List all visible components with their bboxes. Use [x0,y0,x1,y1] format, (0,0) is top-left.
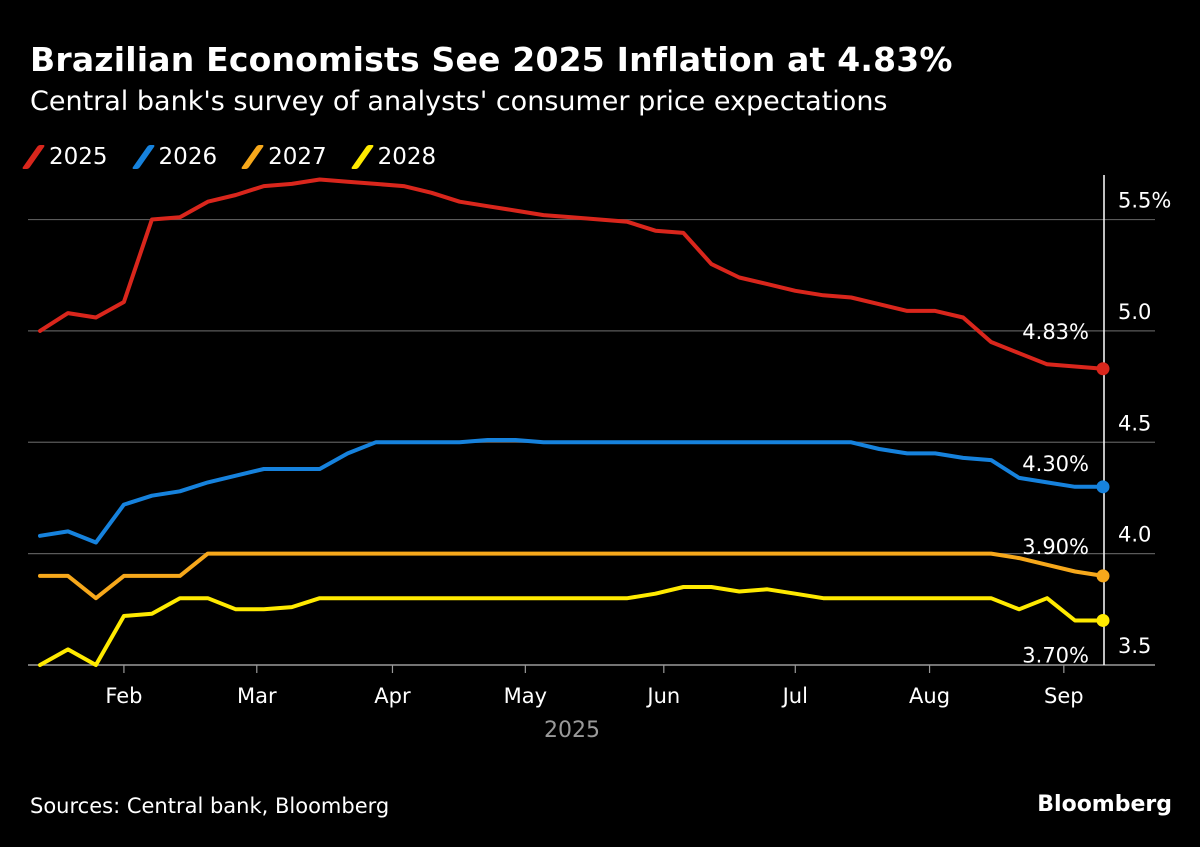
x-tick-label: Feb [105,684,142,708]
series-line-2028 [38,585,1105,667]
end-label-2026: 4.30% [1022,452,1089,476]
x-tick-label: Aug [909,684,950,708]
legend-label-2027: 2027 [268,144,327,170]
legend-item-2025: 2025 [21,144,108,170]
x-tick-label: Jul [781,684,808,708]
end-point-2027 [1096,569,1110,583]
end-point-2025 [1096,362,1110,376]
y-tick-label: 5.0 [1118,300,1151,324]
legend-item-2028: 2028 [350,144,437,170]
series-line-2027 [38,551,1105,601]
bloomberg-logo: Bloomberg [1037,792,1172,817]
legend-label-2028: 2028 [377,144,437,170]
legend-label-2026: 2026 [158,144,218,170]
source-note: Sources: Central bank, Bloomberg [30,794,390,818]
chart-subtitle: Central bank's survey of analysts' consu… [30,86,888,117]
series-line-2025 [38,177,1105,371]
end-point-2028 [1096,613,1110,627]
x-tick-label: May [504,684,547,708]
end-label-2028: 3.70% [1022,643,1089,667]
x-tick-label: Sep [1044,684,1084,708]
series-line-2026 [38,438,1105,545]
legend: 2025 2026 2027 2028 [21,144,437,170]
x-tick-label: Jun [645,684,680,708]
end-label-2027: 3.90% [1022,535,1089,559]
y-tick-label: 4.5 [1118,411,1151,435]
x-tick-label: Apr [374,684,411,708]
y-tick-label: 4.0 [1118,523,1151,547]
end-label-2025: 4.83% [1022,320,1089,344]
legend-item-2027: 2027 [240,144,327,170]
chart-title: Brazilian Economists See 2025 Inflation … [30,40,953,79]
x-axis-label: 2025 [544,718,600,743]
end-point-2026 [1096,480,1110,494]
y-tick-label: 5.5% [1118,189,1171,213]
legend-label-2025: 2025 [49,144,108,170]
y-tick-label: 3.5 [1118,634,1151,658]
x-tick-label: Mar [237,684,277,708]
legend-item-2026: 2026 [131,144,218,170]
